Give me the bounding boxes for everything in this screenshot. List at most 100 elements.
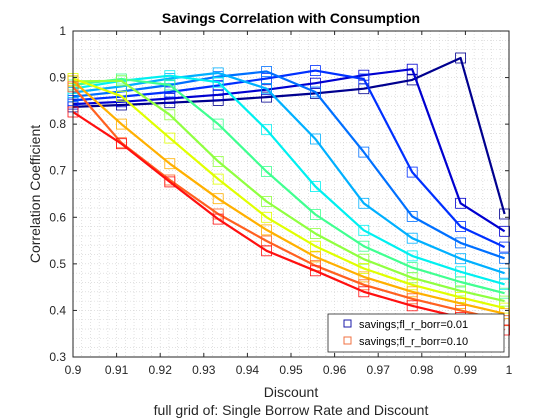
series-line — [72, 74, 505, 286]
data-point-marker — [455, 237, 467, 249]
data-point-marker — [212, 118, 224, 130]
data-point-marker — [455, 197, 467, 209]
data-point-marker — [406, 293, 418, 305]
series-line — [72, 69, 506, 249]
data-point-marker — [261, 91, 273, 103]
y-tick-label: 0.8 — [49, 117, 66, 131]
x-tick-label: 0.96 — [323, 363, 347, 377]
data-point-marker — [261, 224, 273, 236]
data-point-marker — [212, 89, 224, 101]
y-tick-label: 0.6 — [49, 210, 66, 224]
data-point-marker — [406, 232, 418, 244]
data-point-marker — [261, 83, 273, 95]
series-line — [72, 77, 505, 295]
data-point-marker — [358, 263, 370, 274]
data-point-marker — [164, 70, 176, 82]
data-point-marker — [499, 295, 511, 307]
x-tick-label: 1 — [506, 363, 513, 377]
data-point-marker — [455, 221, 467, 233]
data-point-marker — [261, 124, 273, 136]
data-point-marker — [455, 52, 467, 64]
legend-label-1: savings;fl_r_borr=0.01 — [359, 319, 468, 331]
data-point-marker — [309, 65, 321, 76]
series-line — [72, 70, 505, 260]
data-point-marker — [406, 272, 418, 284]
chart-subtitle: full grid of: Single Borrow Rate and Dis… — [154, 402, 429, 418]
x-tick-label: 0.9 — [65, 363, 82, 377]
y-tick-label: 0.9 — [49, 71, 66, 85]
series-10 — [67, 75, 511, 320]
series-line — [72, 79, 505, 303]
y-tick-label: 0.3 — [49, 350, 66, 364]
y-tick-label: 1 — [59, 24, 66, 38]
y-tick-label: 0.4 — [49, 303, 66, 317]
data-point-marker — [261, 196, 273, 207]
data-point-marker — [261, 66, 273, 77]
data-point-marker — [164, 86, 176, 98]
data-point-marker — [358, 146, 370, 158]
x-tick-label: 0.98 — [410, 363, 434, 377]
data-point-marker — [309, 240, 321, 252]
data-point-marker — [406, 166, 418, 178]
data-point-marker — [406, 286, 418, 298]
data-point-marker — [455, 297, 467, 309]
x-tick-label: 0.91 — [105, 363, 129, 377]
data-point-marker — [212, 67, 224, 79]
y-axis-label: Correlation Coefficient — [27, 125, 43, 263]
x-tick-label: 0.94 — [236, 363, 260, 377]
data-point-marker — [164, 176, 176, 188]
data-point-marker — [499, 267, 511, 279]
series-line — [72, 79, 505, 315]
data-point-marker — [261, 166, 273, 178]
legend-marker-2 — [343, 336, 352, 345]
x-tick-label: 0.93 — [192, 363, 216, 377]
data-point-marker — [499, 208, 511, 220]
legend-label-2: savings;fl_r_borr=0.10 — [359, 336, 468, 348]
series-line — [72, 68, 506, 233]
series-line — [72, 111, 505, 332]
series-line — [72, 77, 505, 310]
data-point-marker — [212, 76, 224, 88]
data-point-marker — [309, 251, 321, 263]
data-point-marker — [164, 109, 176, 121]
data-point-marker — [261, 211, 273, 223]
data-point-marker — [212, 213, 224, 225]
data-point-marker — [358, 224, 370, 236]
data-point-marker — [164, 132, 176, 144]
legend-box — [327, 313, 505, 353]
data-point-marker — [455, 285, 467, 297]
data-point-marker — [309, 181, 321, 192]
y-tick-label: 0.7 — [49, 164, 66, 178]
data-point-marker — [164, 79, 176, 91]
data-point-marker — [499, 278, 511, 290]
data-point-marker — [406, 63, 418, 75]
x-tick-label: 0.99 — [454, 363, 478, 377]
data-point-marker — [358, 240, 370, 252]
grid — [72, 30, 510, 358]
data-point-marker — [455, 276, 467, 288]
data-point-marker — [309, 265, 321, 277]
data-point-marker — [499, 287, 511, 299]
data-point-marker — [358, 279, 370, 291]
series-line — [72, 56, 506, 215]
data-point-marker — [309, 209, 321, 220]
data-point-marker — [499, 252, 511, 264]
data-point-marker — [358, 253, 370, 265]
data-point-marker — [499, 241, 511, 253]
ticks: 0.9 0.91 0.92 0.93 0.94 0.95 0.96 0.97 0.98 0.99 1… — [49, 24, 512, 377]
data-point-marker — [116, 118, 127, 130]
data-point-marker — [358, 271, 370, 283]
data-point-marker — [406, 300, 418, 312]
data-point-marker — [358, 197, 370, 209]
data-point-marker — [309, 86, 321, 98]
data-point-marker — [212, 173, 224, 185]
chart-title: Savings Correlation with Consumption — [162, 10, 420, 26]
data-point-marker — [212, 193, 224, 205]
data-point-marker — [212, 155, 224, 167]
x-tick-label: 0.97 — [367, 363, 391, 377]
x-tick-label: 0.95 — [279, 363, 303, 377]
y-tick-label: 0.5 — [49, 257, 66, 271]
data-point-marker — [358, 286, 370, 298]
data-point-marker — [406, 210, 418, 222]
